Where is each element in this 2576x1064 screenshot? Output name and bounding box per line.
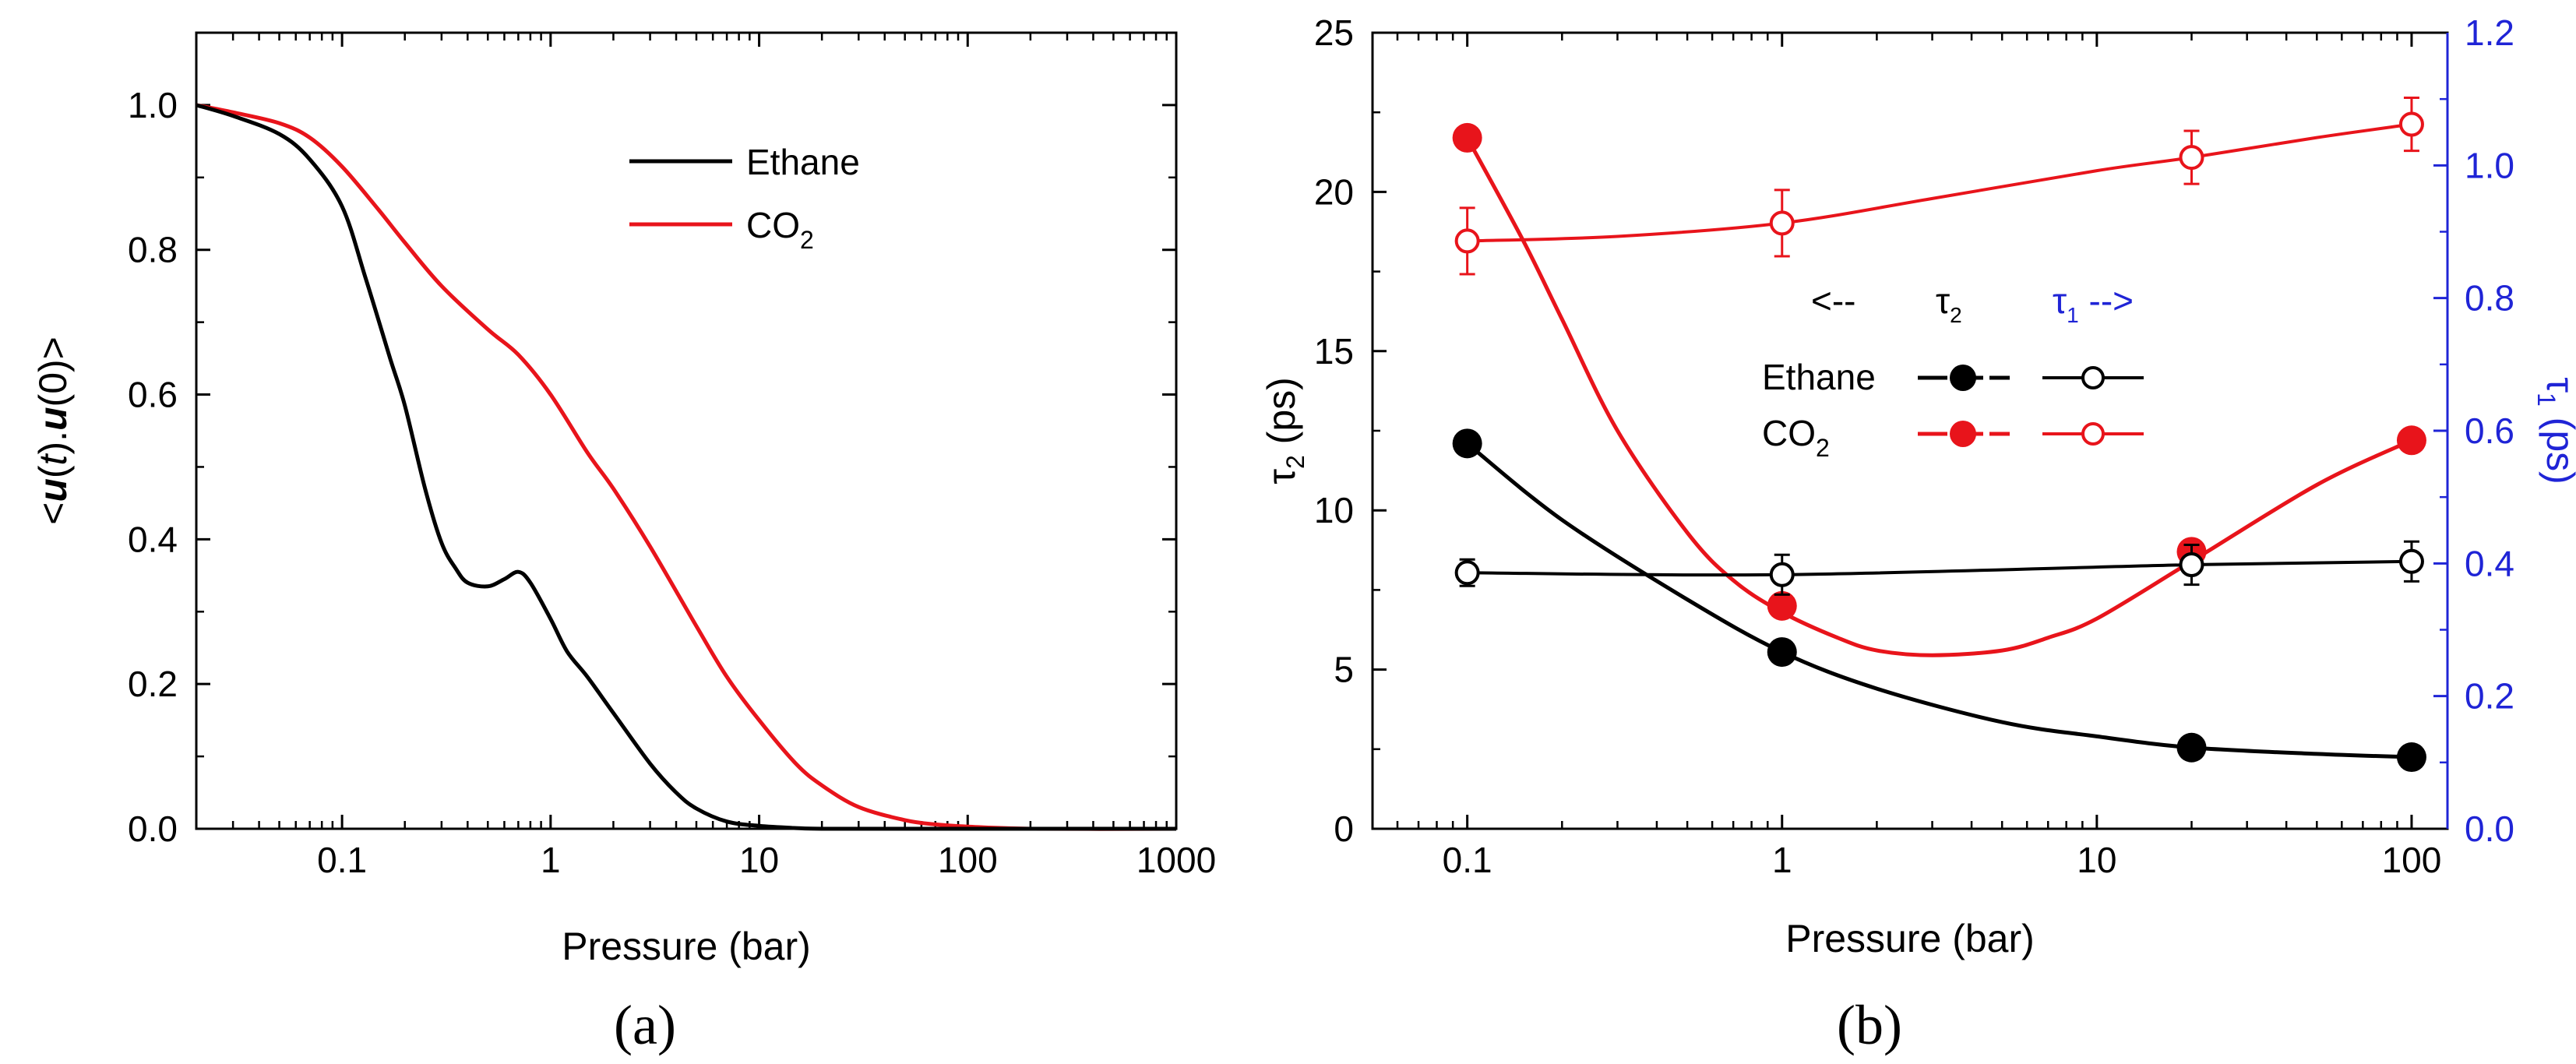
y-tick-label: 0.0 [128, 809, 178, 849]
x-tick-label: 1 [541, 840, 561, 880]
legend-label-ethane: Ethane [746, 142, 860, 182]
panel-b-plot-frame [1371, 31, 2449, 830]
panel-a-plot-frame [195, 31, 1178, 830]
panel-b-legend: <-- τ2 τ1 --> Ethane CO2 [1762, 280, 2144, 462]
data-point-ethane-2 [1452, 428, 1482, 459]
panel-a-curves [196, 103, 1177, 831]
series-line-ethane-1 [1467, 559, 2412, 577]
legend-arrow-left: <-- [1811, 280, 1856, 321]
data-point-co2-1 [1769, 210, 1795, 236]
y-tick-label: 0.6 [128, 375, 178, 415]
legend-marker-co2-tau2 [1950, 421, 1976, 447]
data-point-ethane-2 [2396, 742, 2426, 773]
y-tick-label: 20 [1314, 171, 1354, 212]
series-line-co2 [196, 103, 1177, 831]
x-tick-label: 100 [938, 840, 998, 880]
legend-label-co2-b: CO2 [1762, 413, 1830, 462]
data-point-co2-1 [2179, 145, 2204, 171]
series-line-ethane-2 [1466, 442, 2412, 759]
y-tick-label: 15 [1314, 331, 1354, 372]
panel-a-y-axis-title: <u(t).u(0)> [31, 336, 75, 525]
series-line-ethane [196, 103, 1176, 831]
legend-marker-ethane-tau2 [1950, 365, 1976, 391]
y-tick-label: 25 [1314, 12, 1354, 53]
y-tick-label: 5 [1334, 650, 1354, 690]
y-tick-label: 0.2 [128, 664, 178, 704]
panel-b-markers [1452, 96, 2426, 773]
y2-tick-label: 0.6 [2465, 410, 2514, 451]
y2-tick-label: 0.8 [2465, 278, 2514, 319]
data-point-ethane-2 [1767, 637, 1797, 668]
data-point-co2-1 [2398, 111, 2424, 137]
legend-marker-ethane-tau1 [2081, 366, 2105, 389]
panel-a: 0.1 1 10 100 1000 0.0 0.2 0.4 0.6 0.8 1.0 Ethane … [31, 31, 1216, 1056]
data-point-ethane-1 [1769, 562, 1795, 587]
panel-b-curves [1465, 122, 2413, 759]
panel-a-ytick-labels: 0.0 0.2 0.4 0.6 0.8 1.0 [128, 85, 178, 849]
panel-b-xtick-labels: 0.1 1 10 100 [1443, 840, 2442, 880]
panel-b-ytick-labels: 0 5 10 15 20 25 [1314, 12, 1354, 849]
y-tick-label: 1.0 [128, 85, 178, 125]
y2-tick-label: 0.2 [2465, 676, 2514, 717]
y-tick-label: 0 [1334, 809, 1354, 849]
panel-a-label: (a) [614, 994, 676, 1056]
panel-a-xtick-labels: 0.1 1 10 100 1000 [317, 840, 1216, 880]
panel-a-ticks [195, 31, 1178, 830]
panel-b-y2tick-labels: 0.0 0.2 0.4 0.6 0.8 1.0 1.2 [2465, 12, 2514, 849]
y2-tick-label: 0.4 [2465, 543, 2514, 583]
data-point-ethane-1 [2179, 552, 2204, 578]
panel-b: 0.1 1 10 100 0 5 10 15 20 25 0.0 0.2 0.4 0.6 0.8 1.0 1… [1260, 12, 2576, 1056]
y2-tick-label: 0.0 [2465, 809, 2514, 849]
legend-marker-co2-tau1 [2081, 422, 2105, 446]
legend-tau1-header: τ1 --> [2053, 280, 2134, 327]
data-point-ethane-2 [2176, 732, 2207, 763]
data-point-ethane-1 [2398, 548, 2424, 574]
data-point-co2-1 [1454, 228, 1480, 254]
legend-label-ethane-b: Ethane [1762, 357, 1876, 397]
y2-tick-label: 1.2 [2465, 12, 2514, 53]
series-line-co2-2 [1465, 136, 2413, 657]
data-point-co2-2 [2396, 425, 2426, 456]
x-tick-label: 1 [1772, 840, 1792, 880]
x-tick-label: 10 [739, 840, 779, 880]
x-tick-label: 100 [2382, 840, 2442, 880]
data-point-ethane-1 [1454, 560, 1480, 586]
y2-tick-label: 1.0 [2465, 145, 2514, 185]
panel-b-x-axis-title: Pressure (bar) [1785, 917, 2035, 960]
y-tick-label: 10 [1314, 490, 1354, 530]
panel-b-label: (b) [1837, 994, 1902, 1056]
series-line-co2-1 [1467, 122, 2412, 243]
x-tick-label: 0.1 [317, 840, 367, 880]
y-tick-label: 0.8 [128, 230, 178, 270]
data-point-co2-2 [1452, 122, 1482, 153]
x-tick-label: 0.1 [1443, 840, 1492, 880]
panel-b-ticks [1371, 31, 2447, 830]
panel-a-legend: Ethane CO2 [629, 142, 860, 254]
panel-a-x-axis-title: Pressure (bar) [562, 925, 811, 968]
legend-label-co2: CO2 [746, 205, 814, 254]
panel-b-y2-axis-title: τ1 (ps) [2532, 377, 2576, 484]
x-tick-label: 1000 [1136, 840, 1216, 880]
legend-tau2-header: τ2 [1936, 280, 1962, 327]
panel-b-y-axis-title: τ2 (ps) [1260, 377, 1309, 484]
x-tick-label: 10 [2077, 840, 2116, 880]
data-point-co2-2 [1767, 590, 1797, 621]
y-tick-label: 0.4 [128, 519, 178, 559]
